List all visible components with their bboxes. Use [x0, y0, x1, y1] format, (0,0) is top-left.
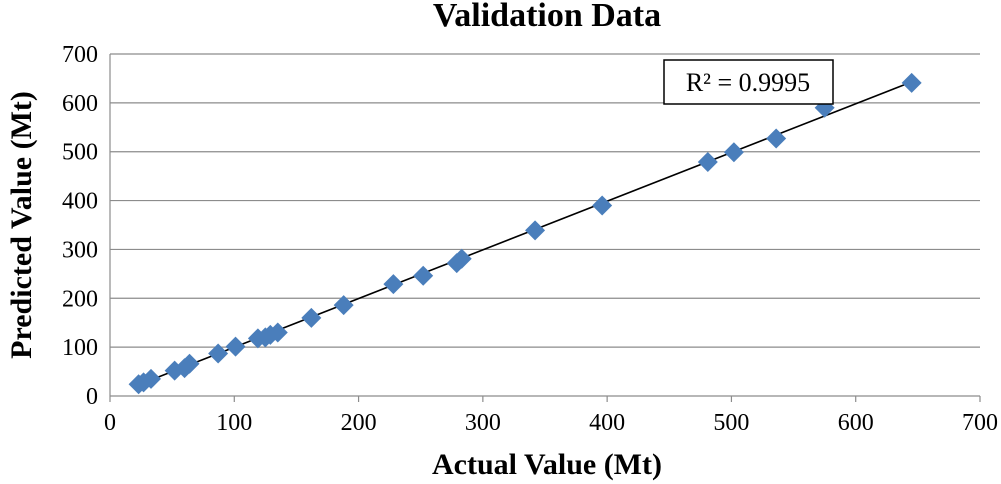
data-point-22	[766, 128, 787, 149]
axes	[109, 54, 981, 402]
x-tick-600: 600	[838, 410, 874, 436]
x-tick-300: 300	[465, 410, 501, 436]
data-point-12	[301, 307, 322, 328]
x-axis-title: Actual Value (Mt)	[432, 448, 662, 481]
x-tick-400: 400	[589, 410, 625, 436]
y-tick-500: 500	[62, 140, 98, 166]
data-point-7	[225, 336, 246, 357]
data-point-21	[723, 142, 744, 163]
y-tick-100: 100	[62, 335, 98, 361]
data-point-24	[901, 72, 922, 93]
x-tick-100: 100	[216, 410, 252, 436]
data-point-11	[267, 322, 288, 343]
data-point-17	[451, 248, 472, 269]
y-tick-600: 600	[62, 91, 98, 117]
y-tick-700: 700	[62, 42, 98, 68]
y-tick-200: 200	[62, 286, 98, 312]
data-point-18	[525, 220, 546, 241]
data-point-13	[333, 295, 354, 316]
data-point-20	[697, 151, 718, 172]
data-point-14	[383, 274, 404, 295]
data-point-5	[179, 353, 200, 374]
x-tick-200: 200	[341, 410, 377, 436]
data-point-6	[208, 343, 229, 364]
x-tick-labels: 0 100 200 300 400 500 600 700	[104, 410, 998, 436]
x-tick-500: 500	[713, 410, 749, 436]
r-squared-annotation: R² = 0.9995	[663, 59, 834, 105]
y-tick-0: 0	[86, 384, 98, 410]
data-point-15	[413, 265, 434, 286]
y-tick-300: 300	[62, 237, 98, 263]
x-tick-0: 0	[104, 410, 116, 436]
annotation-box	[663, 59, 834, 105]
data-points	[128, 72, 922, 395]
data-point-2	[141, 368, 162, 389]
r-squared-label: R² = 0.9995	[686, 68, 810, 97]
data-point-19	[592, 195, 613, 216]
chart-title: Validation Data	[433, 0, 661, 34]
gridlines	[110, 53, 980, 348]
y-tick-400: 400	[62, 189, 98, 215]
x-tick-700: 700	[962, 410, 998, 436]
y-tick-labels: 0 100 200 300 400 500 600 700	[62, 42, 98, 410]
y-axis-title: Predicted Value (Mt)	[5, 91, 38, 359]
